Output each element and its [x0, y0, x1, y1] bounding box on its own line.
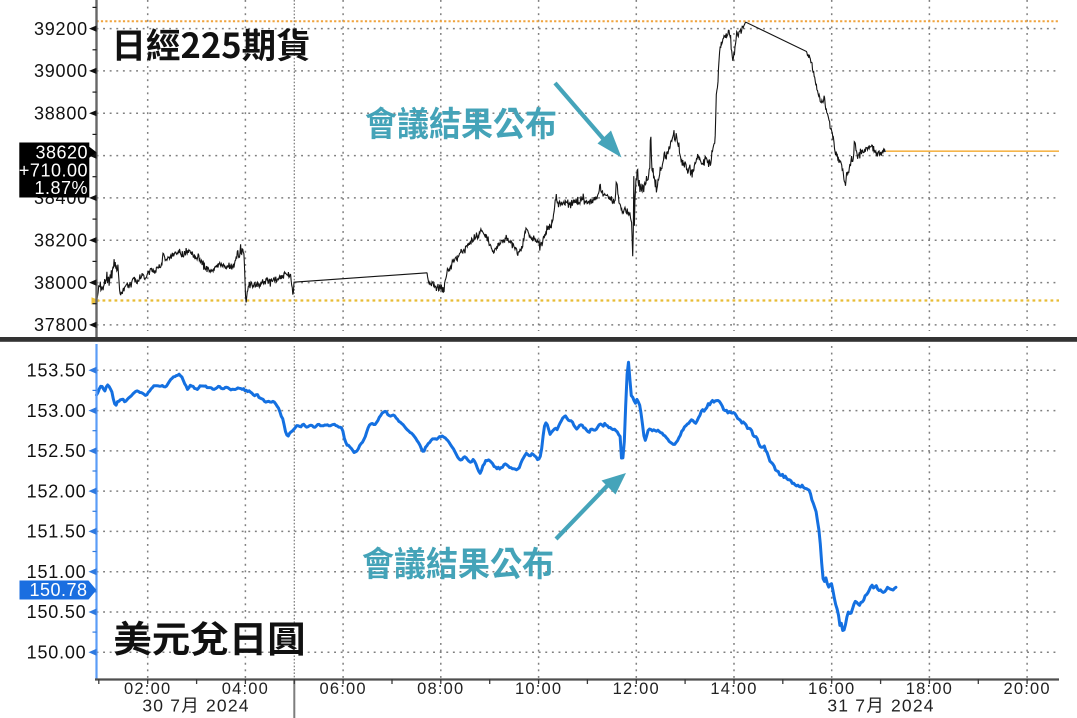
- svg-text:150.00: 150.00: [27, 642, 87, 662]
- svg-text:06:00: 06:00: [319, 680, 366, 698]
- svg-text:152.00: 152.00: [27, 481, 87, 501]
- svg-text:31 7月 2024: 31 7月 2024: [827, 693, 934, 718]
- svg-text:38620: 38620: [35, 142, 88, 162]
- svg-text:39000: 39000: [34, 61, 88, 81]
- svg-text:151.00: 151.00: [27, 562, 87, 582]
- svg-text:153.00: 153.00: [27, 401, 87, 421]
- svg-text:152.50: 152.50: [27, 441, 87, 461]
- svg-text:16:00: 16:00: [808, 680, 855, 698]
- svg-text:+710.00: +710.00: [19, 160, 88, 180]
- svg-text:151.50: 151.50: [27, 522, 87, 542]
- svg-text:30 7月 2024: 30 7月 2024: [142, 693, 249, 718]
- svg-text:38800: 38800: [34, 104, 88, 124]
- svg-text:39200: 39200: [34, 19, 88, 39]
- svg-text:會議結果公布: 會議結果公布: [365, 97, 557, 147]
- svg-text:08:00: 08:00: [417, 680, 464, 698]
- svg-text:18:00: 18:00: [906, 680, 953, 698]
- svg-text:150.78: 150.78: [29, 580, 87, 600]
- svg-text:37800: 37800: [34, 315, 88, 335]
- svg-text:會議結果公布: 會議結果公布: [362, 537, 554, 587]
- svg-text:1.87%: 1.87%: [34, 178, 88, 198]
- svg-text:38000: 38000: [34, 273, 88, 293]
- svg-text:02:00: 02:00: [124, 680, 171, 698]
- svg-text:10:00: 10:00: [515, 680, 562, 698]
- svg-text:38200: 38200: [34, 230, 88, 250]
- svg-text:12:00: 12:00: [613, 680, 660, 698]
- svg-text:日經225期貨: 日經225期貨: [112, 18, 311, 68]
- svg-text:美元兌日圓: 美元兌日圓: [113, 609, 305, 663]
- svg-text:04:00: 04:00: [222, 680, 269, 698]
- svg-text:153.50: 153.50: [27, 361, 87, 381]
- svg-text:150.50: 150.50: [27, 602, 87, 622]
- svg-text:20:00: 20:00: [1003, 680, 1050, 698]
- svg-text:14:00: 14:00: [710, 680, 757, 698]
